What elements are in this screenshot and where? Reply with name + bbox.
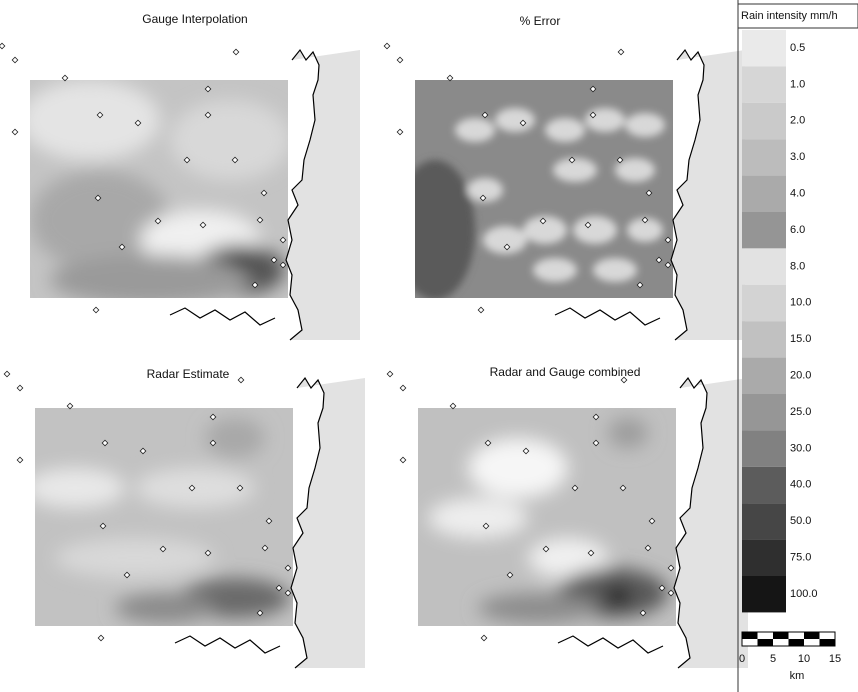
scale-bar-segment	[742, 632, 758, 639]
legend-swatch	[742, 103, 786, 139]
panel-title: Radar Estimate	[147, 367, 230, 381]
legend-swatch	[742, 66, 786, 102]
legend-swatch	[742, 430, 786, 466]
field-blob	[50, 255, 250, 305]
scale-bar-segment	[789, 639, 805, 646]
legend-label: 100.0	[790, 588, 818, 600]
raster-field	[395, 80, 673, 300]
legend-swatch	[742, 394, 786, 430]
scale-unit: km	[790, 670, 805, 682]
field-blob	[55, 538, 215, 578]
field-blob	[593, 258, 637, 282]
legend-label: 8.0	[790, 260, 805, 272]
legend-label: 6.0	[790, 224, 805, 236]
legend-swatch	[742, 576, 786, 612]
field-blob	[495, 108, 535, 132]
scale-bar-segment	[758, 639, 774, 646]
scale-label: 10	[798, 653, 810, 665]
legend-label: 15.0	[790, 333, 811, 345]
legend-title: Rain intensity mm/h	[741, 10, 838, 22]
field-blob	[428, 498, 528, 538]
field-blob	[20, 80, 160, 160]
scale-label: 0	[739, 653, 745, 665]
legend-label: 50.0	[790, 515, 811, 527]
field-blob	[25, 468, 125, 508]
legend-label: 30.0	[790, 442, 811, 454]
legend-label: 40.0	[790, 479, 811, 491]
legend-label: 75.0	[790, 552, 811, 564]
legend-swatch	[742, 30, 786, 66]
legend-swatch	[742, 285, 786, 321]
raster-field	[25, 408, 293, 626]
scale-label: 5	[770, 653, 776, 665]
field-blob	[478, 593, 598, 623]
legend-label: 0.5	[790, 42, 805, 54]
field-blob	[573, 216, 617, 244]
legend-swatch	[742, 358, 786, 394]
panel-title: Radar and Gauge combined	[490, 365, 641, 379]
field-blob	[468, 438, 568, 498]
legend-label: 25.0	[790, 406, 811, 418]
legend-title-clip: Rain intensity mm/h	[741, 10, 838, 22]
panel-title: Gauge Interpolation	[142, 12, 247, 26]
legend-swatch	[742, 503, 786, 539]
raster-field	[418, 408, 676, 626]
field-blob	[553, 158, 597, 182]
field-blob	[170, 100, 290, 180]
scale-label: 15	[829, 653, 841, 665]
legend-swatch	[742, 139, 786, 175]
panel-title: % Error	[520, 14, 561, 28]
legend-swatch	[742, 540, 786, 576]
field-blob	[115, 593, 215, 623]
legend-swatch	[742, 176, 786, 212]
field-blob	[585, 108, 625, 132]
field-blob	[608, 418, 648, 448]
field-blob	[604, 587, 632, 605]
field-blob	[545, 118, 585, 142]
field-blob	[483, 226, 527, 254]
field-blob	[205, 418, 265, 458]
legend-label: 20.0	[790, 370, 811, 382]
scale-bar-segment	[820, 639, 836, 646]
legend-swatch	[742, 467, 786, 503]
field-blob	[625, 113, 665, 137]
legend-label: 4.0	[790, 188, 805, 200]
legend-swatch	[742, 212, 786, 248]
legend-label: 10.0	[790, 297, 811, 309]
raster-field	[20, 80, 290, 305]
field-blob	[455, 118, 495, 142]
legend-label: 2.0	[790, 115, 805, 127]
legend-label: 3.0	[790, 151, 805, 163]
figure: Gauge Interpolation % Error Radar Estimate…	[0, 0, 858, 692]
scale-bar-segment	[773, 632, 789, 639]
scale-bar-segment	[804, 632, 820, 639]
field-blob	[533, 258, 577, 282]
legend-swatch	[742, 248, 786, 284]
legend-label: 1.0	[790, 78, 805, 90]
legend-swatch	[742, 321, 786, 357]
